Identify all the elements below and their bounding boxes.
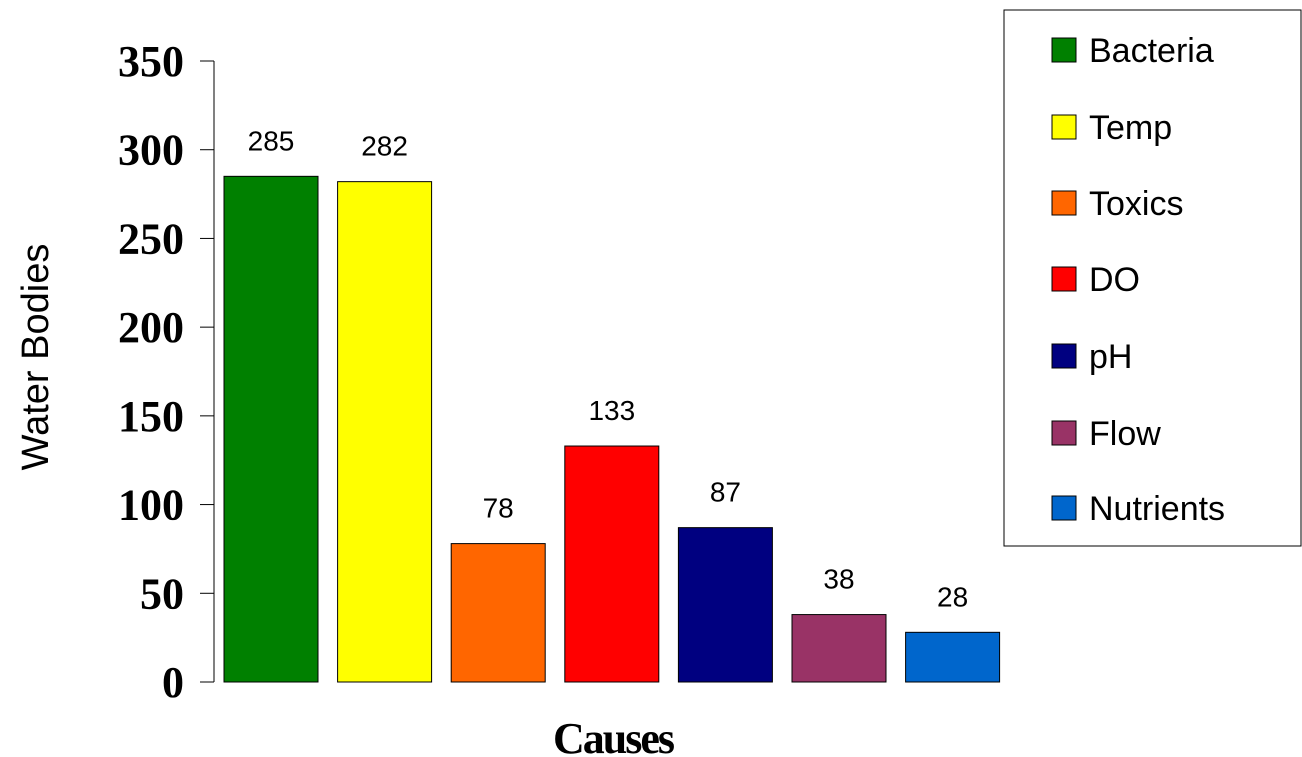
y-tick-label: 300 <box>118 126 184 175</box>
legend-swatch-toxics <box>1051 190 1077 216</box>
legend-swatch-nutrients <box>1051 495 1077 521</box>
data-label: 282 <box>361 131 408 162</box>
legend-label-bacteria: Bacteria <box>1089 32 1214 70</box>
bar-do <box>564 445 660 683</box>
bar-flow <box>791 614 887 683</box>
legend-label-toxics: Toxics <box>1089 185 1183 223</box>
y-tick-label: 0 <box>162 658 184 707</box>
data-label: 87 <box>710 477 741 508</box>
legend-swatch-bacteria <box>1051 37 1077 63</box>
legend-box <box>1003 9 1302 547</box>
legend-swatch-do <box>1051 266 1077 292</box>
bar-toxics <box>450 543 546 683</box>
legend-swatch-ph <box>1051 343 1077 369</box>
bar-nutrients <box>905 631 1001 683</box>
x-axis-title: Causes <box>553 714 675 757</box>
legend-swatch-temp <box>1051 114 1077 140</box>
data-label: 133 <box>588 395 635 426</box>
legend-label-temp: Temp <box>1089 109 1172 147</box>
legend-label-ph: pH <box>1089 338 1132 376</box>
legend-label-do: DO <box>1089 261 1140 299</box>
y-tick-label: 150 <box>118 392 184 441</box>
y-tick-label: 350 <box>118 37 184 86</box>
y-tick-label: 50 <box>140 569 184 618</box>
data-label: 285 <box>248 125 295 156</box>
legend-swatch-flow <box>1051 420 1077 446</box>
y-tick-label: 200 <box>118 303 184 352</box>
legend-label-flow: Flow <box>1089 415 1161 453</box>
y-tick-label: 250 <box>118 214 184 263</box>
bar-bacteria <box>223 175 319 683</box>
data-labels: 285 282 78 133 87 38 28 <box>248 125 969 612</box>
y-tick-label: 100 <box>118 481 184 530</box>
bar-temp <box>337 181 433 683</box>
legend-label-nutrients: Nutrients <box>1089 490 1225 528</box>
legend: Bacteria Temp Toxics DO pH Flow Nutrients <box>1003 9 1302 547</box>
bars <box>223 175 1001 683</box>
data-label: 28 <box>937 581 968 612</box>
bar-ph <box>677 527 773 683</box>
y-axis-title: Water Bodies <box>15 244 57 471</box>
data-label: 38 <box>823 564 854 595</box>
data-label: 78 <box>483 493 514 524</box>
y-axis: 0 50 100 150 200 250 300 350 <box>118 37 215 707</box>
